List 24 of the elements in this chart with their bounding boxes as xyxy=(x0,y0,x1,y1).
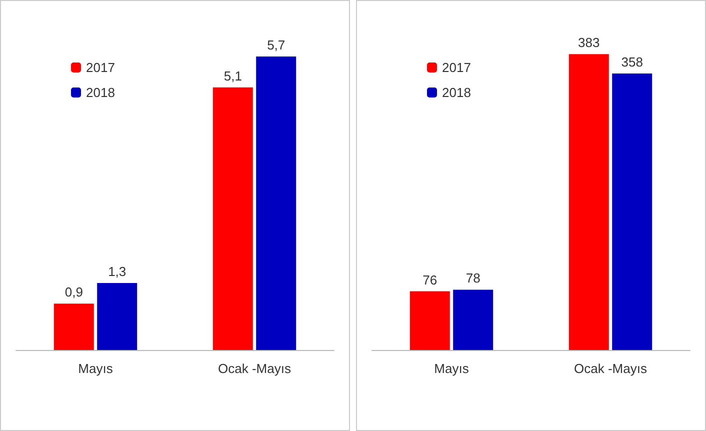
x-tick-label: Ocak -Mayıs xyxy=(218,361,292,376)
data-label: 76 xyxy=(422,272,438,288)
bar xyxy=(256,56,296,350)
x-tick-label: Ocak -Mayıs xyxy=(574,361,648,376)
legend-label: 2018 xyxy=(86,85,115,100)
data-label: 5,7 xyxy=(267,37,286,52)
data-label: 0,9 xyxy=(64,284,83,300)
data-label: 1,3 xyxy=(108,264,126,280)
x-tick-label: Mayıs xyxy=(78,361,114,376)
data-label: 5,1 xyxy=(224,68,242,84)
data-label: 383 xyxy=(578,35,600,50)
legend-label: 2017 xyxy=(442,60,471,75)
x-tick-label: Mayıs xyxy=(434,361,470,376)
legend-label: 2017 xyxy=(86,60,115,75)
legend-label: 2018 xyxy=(442,85,471,100)
bar xyxy=(97,283,138,350)
bar xyxy=(54,304,94,350)
bar xyxy=(453,290,494,350)
data-label: 78 xyxy=(466,270,480,286)
bar xyxy=(212,87,253,350)
bar xyxy=(568,54,609,350)
bar xyxy=(410,291,450,350)
bar xyxy=(612,73,652,350)
data-label: 358 xyxy=(621,54,643,70)
